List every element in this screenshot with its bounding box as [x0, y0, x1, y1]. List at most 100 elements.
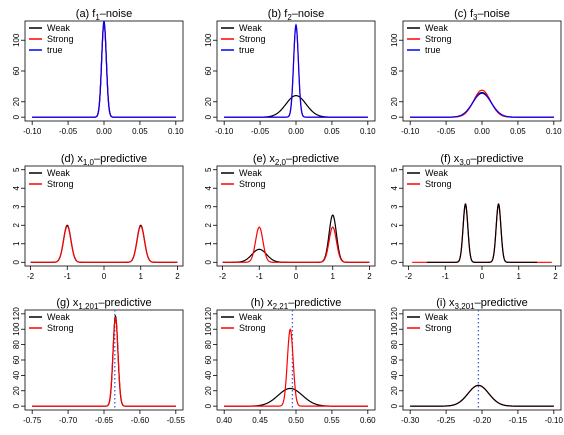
panel-title: (i) x3,201–predictive: [436, 297, 528, 311]
series-weak-curve: [222, 214, 370, 263]
panel-title: (a) f1–noise: [76, 8, 132, 22]
panel-6: (f) x3,0–predictive -2 -1 0 1 2 0 1 2 3 4 5 WeakStro…: [390, 153, 562, 281]
x-tick-label: 0.05: [324, 127, 340, 136]
series-strong-curve: [222, 226, 370, 263]
x-tick-label: 0.05: [132, 127, 148, 136]
y-tick-label: 20: [390, 386, 399, 395]
x-tick-label: 0.10: [360, 127, 376, 136]
curve-layer: [222, 214, 370, 263]
legend-label: Strong: [239, 179, 266, 189]
x-tick-label: -0.05: [251, 127, 270, 136]
panel-2: (b) f2–noise -0.10 -0.05 0.00 0.05 0.10 0 20 60 1…: [204, 8, 376, 136]
panel-title-suffix: –noise: [477, 8, 509, 20]
panel-title: (c) f3–noise: [454, 8, 510, 22]
legend-label: Weak: [425, 23, 448, 33]
panel-title: (f) x3,0–predictive: [440, 153, 523, 167]
legend-label: Weak: [47, 23, 70, 33]
x-tick-label: 0.50: [288, 416, 304, 425]
y-tick-label: 60: [12, 66, 21, 75]
panel-title-subscript: 1,0: [83, 158, 95, 167]
panel-1: (a) f1–noise -0.10 -0.05 0.00 0.05 0.10 0 20 60 1…: [12, 8, 184, 136]
panel-9: (i) x3,201–predictive -0.30 -0.25 -0.20 -0.1…: [390, 297, 563, 425]
y-tick-label: 2: [390, 222, 399, 227]
series-true-curve: [224, 23, 368, 118]
legend-label: Strong: [425, 179, 452, 189]
x-tick-label: 0.05: [510, 127, 526, 136]
legend-label: true: [239, 45, 255, 55]
legend-label: Strong: [425, 323, 452, 333]
legend-label: Weak: [425, 312, 448, 322]
x-tick-label: -0.15: [509, 416, 528, 425]
y-tick-label: 40: [390, 370, 399, 379]
x-tick-label: 0.10: [168, 127, 184, 136]
panel-title-subscript: 3: [473, 13, 478, 22]
y-tick-label: 20: [204, 97, 213, 106]
panel-title-main: (a) f: [76, 8, 97, 20]
y-tick-label: 5: [204, 167, 213, 172]
series-strong-curve: [412, 203, 552, 263]
panel-title-subscript: 3,201: [455, 302, 476, 311]
x-tick-label: 0.10: [546, 127, 562, 136]
curve-layer: [410, 89, 554, 118]
panel-title: (d) x1,0–predictive: [61, 153, 147, 167]
panel-title-main: (b) f: [268, 8, 289, 20]
legend-label: Weak: [239, 23, 262, 33]
series-strong-curve: [410, 89, 554, 118]
x-tick-label: -0.05: [59, 127, 78, 136]
panel-title: (b) f2–noise: [268, 8, 324, 22]
y-tick-label: 120: [390, 307, 399, 321]
panel-8: (h) x2,21–predictive 0.40 0.45 0.50 0.55 0.60…: [204, 297, 376, 425]
panel-title-suffix: –noise: [100, 8, 132, 20]
x-tick-label: -0.10: [545, 416, 564, 425]
y-tick-label: 100: [204, 322, 213, 336]
y-tick-label: 3: [204, 204, 213, 209]
x-tick-label: 0: [294, 272, 299, 281]
legend-label: Strong: [239, 34, 266, 44]
x-tick-label: -2: [27, 272, 35, 281]
panel-title-subscript: 2: [287, 13, 292, 22]
y-tick-label: 0: [12, 114, 21, 119]
x-tick-label: -1: [442, 272, 450, 281]
series-weak-curve: [426, 203, 538, 263]
curve-layer: [32, 310, 176, 410]
curve-layer: [224, 310, 368, 410]
series-weak-curve: [410, 91, 554, 118]
series-strong-curve: [410, 384, 554, 407]
x-tick-label: -0.75: [23, 416, 42, 425]
y-tick-label: 0: [390, 260, 399, 265]
x-tick-label: -0.65: [95, 416, 114, 425]
panel-title: (g) x1,201–predictive: [56, 297, 151, 311]
x-tick-label: 0: [480, 272, 485, 281]
legend-label: Strong: [47, 179, 74, 189]
y-tick-label: 2: [204, 222, 213, 227]
x-tick-label: 1: [331, 272, 336, 281]
legend-label: Strong: [425, 34, 452, 44]
series-strong-curve: [224, 328, 368, 407]
curve-layer: [32, 21, 176, 118]
panel-title-suffix: –noise: [292, 8, 324, 20]
x-tick-label: 0.00: [96, 127, 112, 136]
x-tick-label: 2: [175, 272, 180, 281]
x-tick-label: -1: [64, 272, 72, 281]
x-tick-label: 0.00: [288, 127, 304, 136]
panel-title-main: (g) x: [56, 297, 79, 309]
curve-layer: [410, 310, 554, 410]
panel-title-main: (d) x: [61, 153, 84, 165]
y-tick-label: 4: [204, 185, 213, 190]
panel-title-subscript: 2,0: [275, 158, 287, 167]
x-tick-label: -0.10: [401, 127, 420, 136]
legend-label: Strong: [47, 34, 74, 44]
panel-7: (g) x1,201–predictive -0.75 -0.70 -0.65 -0.6…: [12, 297, 185, 425]
panel-title-main: (e) x: [253, 153, 276, 165]
y-tick-label: 0: [390, 403, 399, 408]
x-tick-label: -0.70: [59, 416, 78, 425]
x-tick-label: 1: [517, 272, 522, 281]
y-tick-label: 1: [390, 241, 399, 246]
legend-label: Weak: [239, 312, 262, 322]
y-tick-label: 100: [12, 322, 21, 336]
x-tick-label: -2: [405, 272, 413, 281]
